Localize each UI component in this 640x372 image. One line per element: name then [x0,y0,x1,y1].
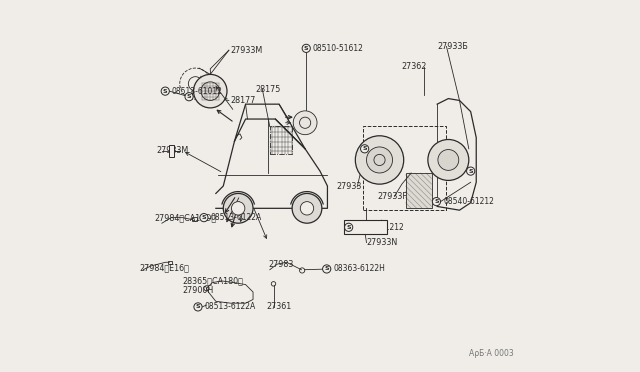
Bar [168,261,172,264]
Text: 08363-6122H: 08363-6122H [333,264,385,273]
Circle shape [323,265,331,273]
Text: 27933N: 27933N [367,238,397,247]
Circle shape [194,303,202,311]
Circle shape [367,147,392,173]
Text: S: S [362,146,367,151]
Text: S: S [196,304,200,310]
Circle shape [292,193,322,223]
Text: 08513-51212: 08513-51212 [354,223,404,232]
Bar [270,126,292,154]
Text: S: S [346,225,351,230]
Text: S: S [304,46,308,51]
Text: 27933: 27933 [337,182,362,191]
Circle shape [428,140,468,180]
Text: S: S [468,169,473,174]
Text: 27983M: 27983M [156,146,189,155]
Circle shape [355,136,404,184]
Text: 27984〈CA16D〉: 27984〈CA16D〉 [154,213,216,222]
Text: 27933F: 27933F [378,192,408,201]
Text: 28365〈CA180〉: 28365〈CA180〉 [182,276,243,285]
Text: AρБ·A 0003: AρБ·A 0003 [468,349,513,358]
Circle shape [193,74,227,108]
Bar [406,173,431,208]
Bar [169,145,173,157]
Text: 08513-6122A: 08513-6122A [211,213,262,222]
Circle shape [185,93,193,101]
Text: 27933M: 27933M [230,46,262,55]
Text: S: S [163,89,168,94]
Text: 08510-51612: 08510-51612 [313,44,364,53]
Circle shape [467,167,475,175]
Circle shape [232,202,245,215]
Text: 08513-61012: 08513-61012 [172,87,223,96]
Circle shape [302,44,310,52]
Text: 27361: 27361 [266,302,291,311]
Circle shape [344,223,353,231]
Text: S: S [434,199,439,204]
Text: 27984〈E16〉: 27984〈E16〉 [140,263,189,272]
Circle shape [433,198,440,206]
Circle shape [223,193,253,223]
Text: S: S [187,94,191,99]
Circle shape [200,214,208,222]
Text: S: S [202,215,206,220]
Circle shape [360,145,369,153]
Bar [363,126,447,210]
Text: 27900H: 27900H [182,286,214,295]
Text: 08513-6122A: 08513-6122A [205,302,256,311]
Bar [191,217,197,221]
Bar [344,220,387,234]
Circle shape [293,111,317,135]
Circle shape [300,202,314,215]
Circle shape [438,150,459,170]
Text: 27983: 27983 [268,260,293,269]
Text: 27933Б: 27933Б [437,42,468,51]
Text: 28175: 28175 [255,85,280,94]
Text: 08540-61212: 08540-61212 [443,197,494,206]
Text: 27362: 27362 [402,62,428,71]
Circle shape [161,87,170,95]
Text: S: S [324,266,329,272]
Text: 28177: 28177 [230,96,255,105]
